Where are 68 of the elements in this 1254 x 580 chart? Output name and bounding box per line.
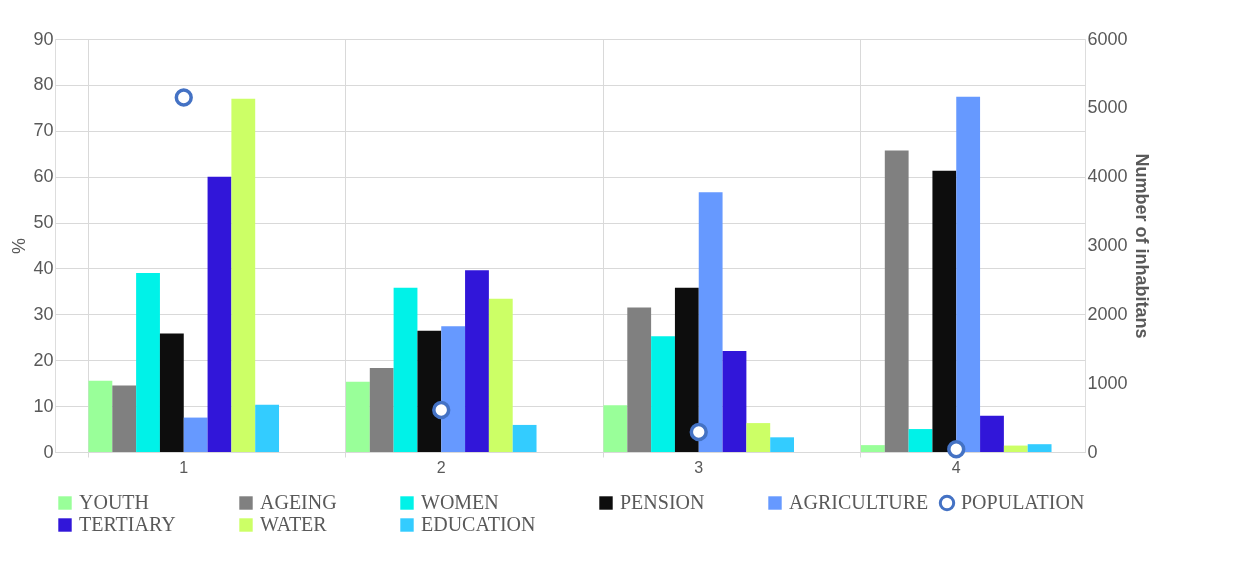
- bar: [136, 273, 160, 452]
- legend-label: TERTIARY: [79, 513, 176, 535]
- bar: [88, 380, 113, 452]
- point: [432, 400, 451, 420]
- bar: [345, 381, 370, 452]
- bar: [1003, 445, 1028, 452]
- bar: [159, 333, 184, 452]
- bar: [722, 351, 747, 452]
- y-tick-label: 20: [33, 349, 54, 370]
- bar: [860, 445, 885, 452]
- legend-label: WATER: [260, 513, 328, 535]
- bar: [441, 326, 466, 452]
- bar: [956, 96, 981, 452]
- bar: [698, 192, 723, 452]
- bar: [393, 287, 418, 452]
- legend-label: AGEING: [260, 491, 337, 513]
- bar: [183, 417, 208, 452]
- y2-tick-label: 0: [1087, 441, 1098, 462]
- bar: [603, 405, 628, 452]
- legend-label: WOMEN: [421, 491, 499, 513]
- bar: [512, 424, 537, 452]
- bar: [908, 429, 933, 452]
- y-tick-label: 50: [33, 212, 54, 233]
- y-axis-title: %: [9, 237, 30, 255]
- bar: [651, 336, 675, 452]
- y2-tick-label: 2000: [1087, 303, 1128, 324]
- bar: [369, 368, 394, 452]
- bar: [255, 404, 280, 452]
- bar: [488, 298, 513, 452]
- legend-label: YOUTH: [79, 491, 149, 513]
- bar: [884, 150, 909, 452]
- bar: [465, 270, 489, 452]
- x-tick-label: 3: [694, 458, 704, 476]
- bar: [932, 170, 957, 452]
- y2-tick-label: 1000: [1087, 372, 1128, 393]
- y2-tick-label: 5000: [1087, 97, 1128, 118]
- y2-axis-title: Number of inhabitans: [1131, 153, 1152, 339]
- bar: [770, 437, 795, 452]
- y2-tick-label: 3000: [1087, 235, 1128, 255]
- legend-label: PENSION: [620, 491, 705, 513]
- bar: [207, 176, 232, 452]
- y-tick-label: 0: [43, 441, 54, 462]
- y-tick-label: 70: [33, 120, 54, 141]
- y2-tick-label: 6000: [1087, 28, 1128, 49]
- legend-label: EDUCATION: [421, 513, 536, 535]
- legend-label: AGRICULTURE: [789, 491, 929, 513]
- bar: [1027, 444, 1052, 452]
- point: [174, 88, 193, 107]
- x-tick-label: 1: [179, 458, 189, 476]
- x-tick-label: 4: [951, 458, 961, 476]
- y-tick-label: 30: [33, 303, 54, 324]
- bar: [980, 415, 1004, 452]
- bar: [674, 287, 699, 452]
- y2-tick-label: 4000: [1087, 166, 1128, 187]
- legend-label: POPULATION: [961, 491, 1085, 513]
- y-tick-label: 90: [33, 28, 54, 49]
- point: [947, 440, 966, 459]
- y-tick-label: 80: [33, 74, 54, 95]
- bar: [746, 423, 771, 452]
- y-tick-label: 60: [33, 166, 54, 187]
- bar: [627, 307, 652, 452]
- bar: [112, 385, 137, 452]
- point: [689, 422, 708, 442]
- bar: [417, 330, 442, 452]
- x-tick-label: 2: [436, 458, 446, 476]
- bar: [231, 98, 256, 452]
- y-tick-label: 10: [33, 395, 54, 416]
- y-tick-label: 40: [33, 257, 54, 278]
